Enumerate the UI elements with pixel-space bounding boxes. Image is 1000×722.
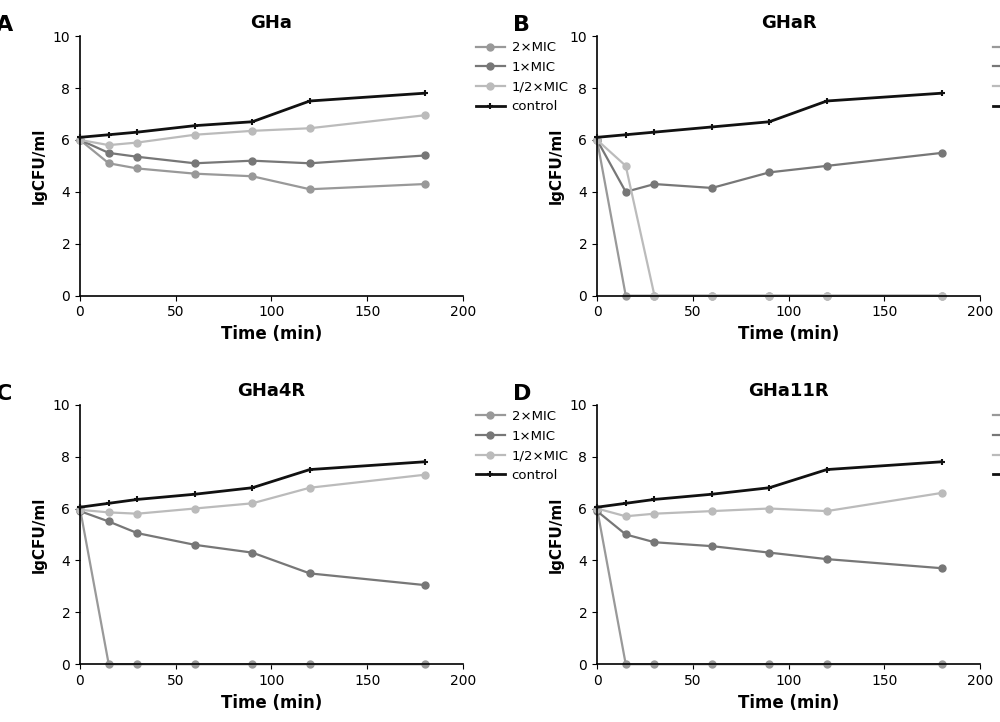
Legend: 2×MIC, 1×MIC, 1/2×MIC, control: 2×MIC, 1×MIC, 1/2×MIC, control <box>988 404 1000 487</box>
Legend: 2×MIC, 1×MIC, 1/2×MIC, control: 2×MIC, 1×MIC, 1/2×MIC, control <box>471 404 574 487</box>
Text: A: A <box>0 15 13 35</box>
Text: C: C <box>0 384 12 404</box>
Title: GHaR: GHaR <box>761 14 816 32</box>
Y-axis label: lgCFU/ml: lgCFU/ml <box>32 496 47 573</box>
Y-axis label: lgCFU/ml: lgCFU/ml <box>32 128 47 204</box>
Title: GHa11R: GHa11R <box>748 383 829 400</box>
Title: GHa: GHa <box>251 14 292 32</box>
Legend: 2×MIC, 1×MIC, 1/2×MIC, control: 2×MIC, 1×MIC, 1/2×MIC, control <box>471 36 574 118</box>
Y-axis label: lgCFU/ml: lgCFU/ml <box>549 128 564 204</box>
X-axis label: Time (min): Time (min) <box>738 694 839 711</box>
X-axis label: Time (min): Time (min) <box>221 325 322 343</box>
Text: B: B <box>513 15 530 35</box>
X-axis label: Time (min): Time (min) <box>221 694 322 711</box>
Text: D: D <box>513 384 531 404</box>
Y-axis label: lgCFU/ml: lgCFU/ml <box>549 496 564 573</box>
X-axis label: Time (min): Time (min) <box>738 325 839 343</box>
Legend: 2×MIC, 1×MIC, 1/2×MIC, control: 2×MIC, 1×MIC, 1/2×MIC, control <box>988 36 1000 118</box>
Title: GHa4R: GHa4R <box>237 383 306 400</box>
